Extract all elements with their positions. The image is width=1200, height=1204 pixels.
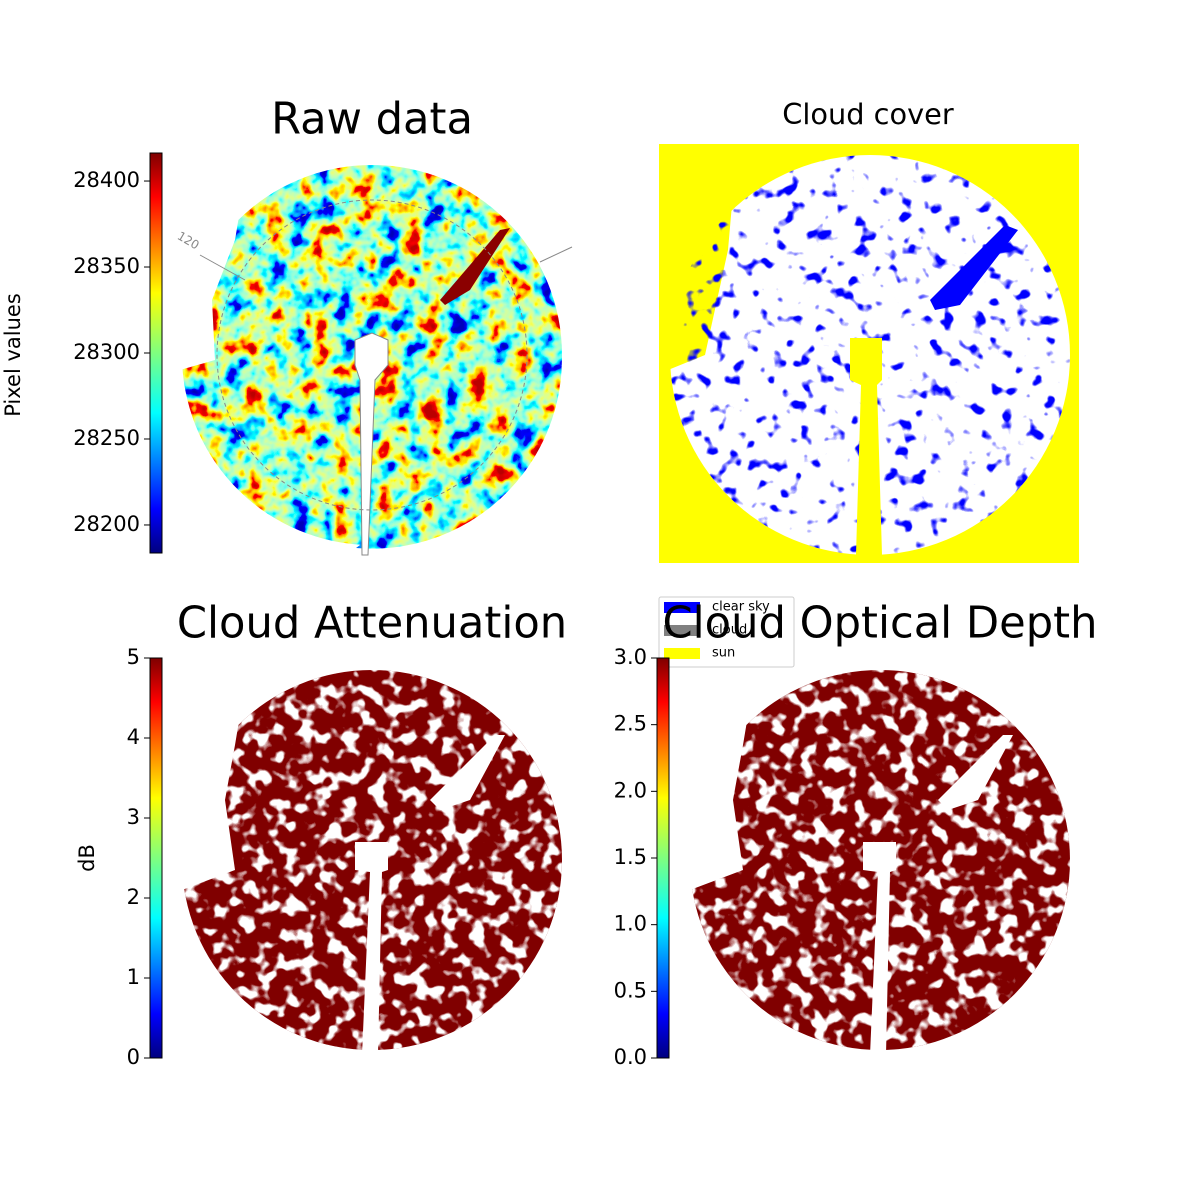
colorbar-tick-label: 28250 <box>73 426 140 450</box>
optical-depth-image <box>678 660 1070 1055</box>
attenuation-image <box>170 660 562 1055</box>
legend-label: clear sky <box>712 600 770 615</box>
panel-title: Cloud cover <box>782 97 954 131</box>
colorbar-tick-label: 0.0 <box>614 1045 647 1069</box>
colorbar-tick-label: 0 <box>127 1045 140 1069</box>
colorbar-tick-label: 1.0 <box>614 912 647 936</box>
colorbar-tick-label: 2.5 <box>614 712 647 736</box>
panel-title: Raw data <box>271 95 473 145</box>
legend-label: sun <box>712 646 735 661</box>
colorbar-tick-label: 28300 <box>73 340 140 364</box>
colorbar-tick-label: 4 <box>127 725 140 749</box>
colorbar <box>149 152 163 554</box>
colorbar-label: Pixel values <box>1 293 25 417</box>
colorbar-tick-label: 1 <box>127 965 140 989</box>
colorbar-tick-label: 5 <box>127 645 140 669</box>
legend-swatch <box>664 602 700 613</box>
cloud-cover-image <box>659 144 1079 563</box>
colorbar <box>149 657 163 1059</box>
colorbar <box>656 657 670 1059</box>
colorbar-tick-label: 28350 <box>73 254 140 278</box>
legend-swatch <box>664 625 700 636</box>
colorbar-tick-label: 28400 <box>73 168 140 192</box>
colorbar-tick-label: 3.0 <box>614 645 647 669</box>
legend-label: cloud <box>712 623 747 638</box>
colorbar-tick-label: 1.5 <box>614 845 647 869</box>
panel-title: Cloud Attenuation <box>177 599 567 649</box>
legend-swatch <box>664 648 700 659</box>
colorbar-label: dB <box>75 844 99 872</box>
colorbar-tick-label: 0.5 <box>614 978 647 1002</box>
colorbar-tick-label: 28200 <box>73 512 140 536</box>
raw-image <box>170 160 573 556</box>
colorbar-tick-label: 3 <box>127 805 140 829</box>
panel-title: Cloud Optical Depth <box>663 599 1098 649</box>
colorbar-tick-label: 2 <box>127 885 140 909</box>
colorbar-tick-label: 2.0 <box>614 778 647 802</box>
